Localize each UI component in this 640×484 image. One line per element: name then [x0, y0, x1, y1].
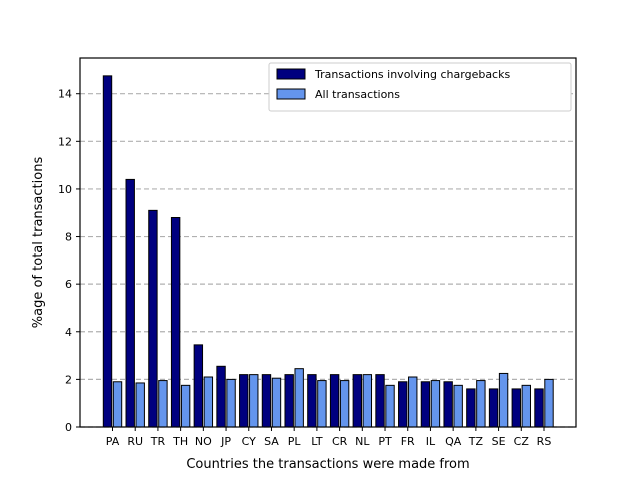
bar-all-transactions-tz	[476, 380, 486, 428]
bar-chargebacks-pl	[284, 374, 294, 428]
x-axis-ticks: PA RU TR TH NO JP CY SA PL LT CR NL PT FR IL QA TZ SE CZ RS	[106, 427, 552, 448]
y-tick-label: 14	[58, 88, 72, 101]
bar-all-transactions-nl	[362, 374, 373, 428]
bar-all-transactions-cy	[249, 374, 259, 428]
bar-chargebacks-nl	[352, 374, 363, 428]
bar-chargebacks-cr	[329, 374, 340, 428]
x-tick-label-no: NO	[195, 435, 212, 448]
bar-all-transactions-il	[430, 380, 441, 428]
bar-chargebacks-fr	[398, 381, 408, 428]
bar-all-transactions-sa	[271, 377, 282, 428]
y-tick-label: 8	[65, 231, 72, 244]
x-tick-label-pt: PT	[378, 435, 392, 448]
bar-chargebacks-ru	[125, 178, 135, 428]
plot-frame	[79, 57, 577, 428]
x-tick-label-cy: CY	[242, 435, 256, 448]
legend-swatch-all-transactions	[276, 88, 306, 100]
bar-chargebacks-lt	[307, 374, 317, 428]
x-tick-label-cz: CZ	[514, 435, 530, 448]
x-tick-label-qa: QA	[445, 435, 462, 448]
bar-all-transactions-th	[180, 384, 191, 428]
x-tick-label-fr: FR	[401, 435, 415, 448]
legend: Transactions involving chargebacks All t…	[268, 62, 572, 112]
x-tick-label-il: IL	[426, 435, 436, 448]
bar-all-transactions-rs	[544, 378, 554, 428]
x-tick-label-ru: RU	[127, 435, 143, 448]
bar-chargebacks-sa	[261, 374, 272, 428]
x-tick-label-pa: PA	[106, 435, 120, 448]
bar-all-transactions-cr	[339, 380, 350, 428]
x-tick-label-tr: TR	[150, 435, 166, 448]
x-tick-label-sa: SA	[264, 435, 279, 448]
y-tick-label: 10	[58, 183, 72, 196]
bar-chargebacks-rs	[534, 388, 544, 428]
x-tick-label-rs: RS	[537, 435, 552, 448]
bar-chargebacks-jp	[216, 365, 226, 428]
y-axis-title: %age of total transactions	[31, 157, 46, 329]
bars	[102, 75, 554, 428]
bar-all-transactions-cz	[521, 384, 531, 428]
bar-chargebacks-qa	[443, 381, 453, 428]
y-axis-ticks: 0 2 4 6 8 10 12 14	[58, 88, 80, 434]
legend-frame	[268, 62, 572, 112]
bar-all-transactions-se	[498, 372, 509, 428]
bar-chargebacks-cz	[511, 388, 521, 428]
legend-label-chargebacks: Transactions involving chargebacks	[314, 68, 510, 81]
bar-all-transactions-no	[203, 376, 214, 428]
y-tick-label: 4	[65, 326, 72, 339]
bar-chargebacks-cy	[239, 374, 249, 428]
bar-all-transactions-fr	[408, 376, 418, 428]
x-tick-label-pl: PL	[288, 435, 302, 448]
x-tick-label-se: SE	[492, 435, 506, 448]
bar-all-transactions-lt	[317, 380, 327, 428]
bar-all-transactions-pt	[385, 384, 395, 428]
bar-chargebacks-se	[488, 388, 499, 428]
legend-label-all-transactions: All transactions	[315, 88, 400, 101]
x-tick-label-lt: LT	[311, 435, 323, 448]
bar-all-transactions-qa	[453, 384, 463, 428]
bar-chargebacks-pa	[102, 75, 113, 428]
bar-chargebacks-pt	[375, 374, 385, 428]
x-axis-title: Countries the transactions were made fro…	[186, 457, 469, 472]
y-tick-label: 2	[65, 373, 72, 386]
bar-chargebacks-no	[193, 344, 204, 428]
bar-chargebacks-tz	[466, 388, 476, 428]
bar-all-transactions-tr	[158, 380, 168, 428]
bar-all-transactions-ru	[135, 382, 145, 428]
bar-all-transactions-pl	[294, 368, 304, 428]
bar-chargebacks-il	[420, 381, 431, 428]
y-tick-label: 6	[65, 278, 72, 291]
bar-all-transactions-jp	[226, 378, 236, 428]
x-tick-label-cr: CR	[332, 435, 348, 448]
x-tick-label-nl: NL	[355, 435, 370, 448]
legend-swatch-chargebacks	[276, 68, 306, 80]
x-tick-label-th: TH	[172, 435, 188, 448]
bar-all-transactions-pa	[112, 381, 123, 428]
y-tick-label: 0	[65, 421, 72, 434]
x-tick-label-jp: JP	[220, 435, 231, 448]
x-tick-label-tz: TZ	[468, 435, 484, 448]
bar-chargebacks-tr	[148, 209, 158, 428]
bar-chargebacks-th	[170, 217, 181, 428]
y-tick-label: 12	[58, 135, 72, 148]
